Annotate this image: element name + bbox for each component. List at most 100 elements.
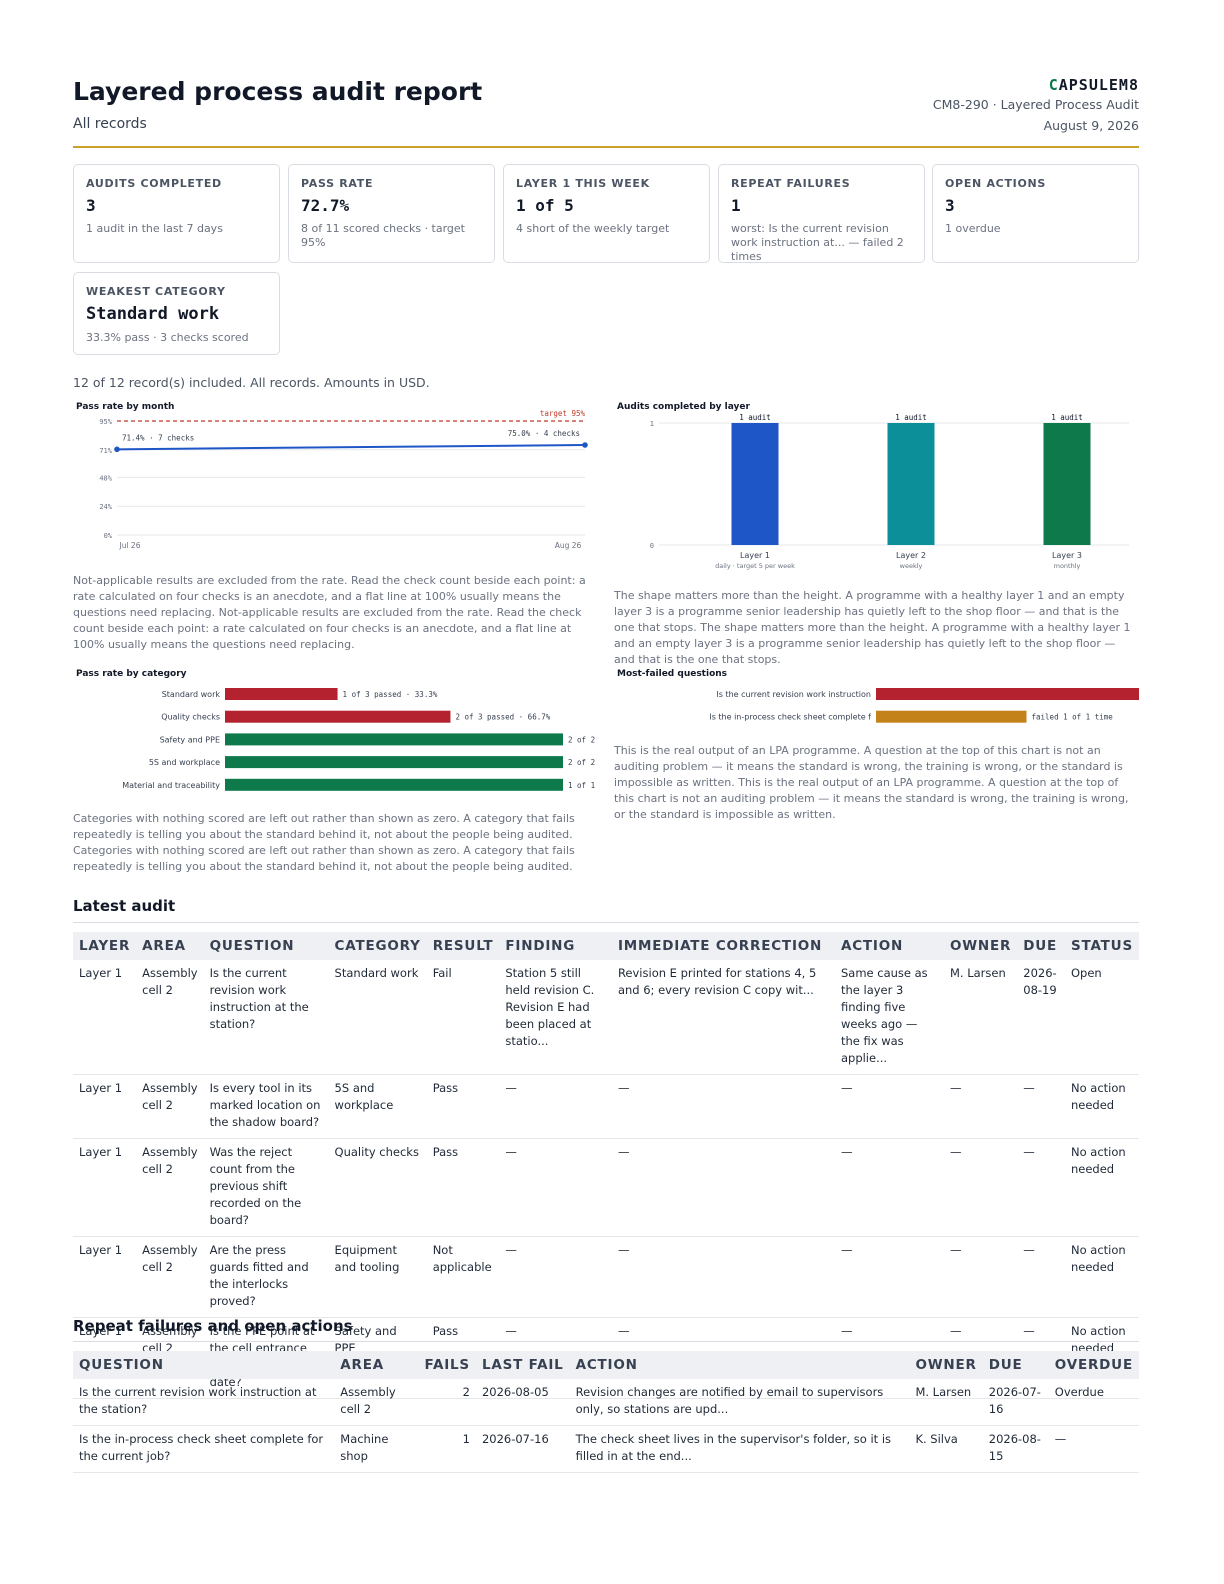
- question-bar: [876, 688, 1139, 700]
- table-cell: K. Silva: [909, 1425, 983, 1473]
- kpi-card-audits-completed: AUDITS COMPLETED 3 1 audit in the last 7…: [73, 164, 280, 263]
- question-bar: [876, 710, 1027, 723]
- column-header: AREA: [334, 1351, 419, 1379]
- table-cell: Machine shop: [334, 1425, 419, 1473]
- table-cell: 2: [418, 1379, 476, 1426]
- table-cell: Not applicable: [426, 1236, 500, 1318]
- kpi-value: 72.7%: [301, 196, 350, 215]
- table-cell: —: [1017, 1074, 1065, 1139]
- table-cell: Equipment and tooling: [328, 1236, 427, 1318]
- table-cell: M. Larsen: [909, 1379, 983, 1426]
- column-header: OWNER: [909, 1351, 983, 1379]
- section-divider: [73, 1341, 1139, 1342]
- table-cell: —: [611, 1074, 835, 1139]
- chart-title-questions: Most-failed questions: [617, 669, 728, 679]
- bar-value-label: 1 of 1: [568, 781, 595, 790]
- report-header: Layered process audit report All records…: [73, 74, 1139, 148]
- chart-note-month: Not-applicable results are excluded from…: [73, 574, 586, 651]
- table-cell: Layer 1: [73, 960, 137, 1075]
- table-cell: Is every tool in its marked location on …: [203, 1074, 329, 1139]
- bar-value-label: 2 of 2: [568, 735, 595, 744]
- table-row: Is the in-process check sheet complete f…: [73, 1425, 1139, 1473]
- column-header: RESULT: [426, 932, 500, 960]
- table-cell: 5S and workplace: [328, 1074, 427, 1139]
- bar-value-label: 2 of 2: [568, 758, 595, 767]
- y-tick-label: 0%: [104, 532, 113, 540]
- table-cell: The check sheet lives in the supervisor'…: [569, 1425, 910, 1473]
- column-header: ACTION: [569, 1351, 910, 1379]
- data-point: [114, 446, 120, 453]
- table-cell: Assembly cell 2: [334, 1379, 419, 1426]
- table-header-row: LAYER AREA QUESTION CATEGORY RESULT FINDING IM…: [73, 932, 1139, 960]
- chart-title-layer: Audits completed by layer: [617, 402, 750, 412]
- latest-audit-title: Latest audit: [73, 897, 176, 915]
- table-cell: 2026-08-19: [1017, 960, 1065, 1075]
- table-cell: Assembly cell 2: [136, 1138, 204, 1237]
- table-cell: 2026-08-15: [982, 1425, 1049, 1473]
- kpi-card-open-actions: OPEN ACTIONS 3 1 overdue: [932, 164, 1139, 263]
- column-header: STATUS: [1064, 932, 1139, 960]
- table-cell: Was the reject count from the previous s…: [203, 1138, 329, 1237]
- table-cell: —: [943, 1236, 1018, 1318]
- table-cell: Layer 1: [73, 1074, 137, 1139]
- column-header: LAYER: [73, 932, 137, 960]
- table-cell: Quality checks: [328, 1138, 427, 1237]
- header-meta: CAPSULEM8 CM8-290 · Layered Process Audi…: [933, 76, 1139, 136]
- table-cell: Layer 1: [73, 1138, 137, 1237]
- kpi-note: worst: Is the current revision work inst…: [731, 222, 904, 263]
- table-cell: 1: [418, 1425, 476, 1473]
- section-divider: [73, 922, 1139, 923]
- category-bar: [225, 710, 451, 723]
- kpi-label: REPEAT FAILURES: [731, 177, 851, 190]
- column-header: ACTION: [834, 932, 944, 960]
- category-bar: [225, 756, 563, 769]
- column-header: IMMEDIATE CORRECTION: [611, 932, 835, 960]
- category-bar: [225, 778, 563, 791]
- question-label: Is the in-process check sheet complete f: [709, 713, 871, 722]
- y-tick-label: 0: [650, 542, 654, 550]
- column-header: DUE: [982, 1351, 1049, 1379]
- table-cell: Same cause as the layer 3 finding five w…: [834, 960, 944, 1075]
- column-header: OWNER: [943, 932, 1018, 960]
- bar-layer-2: [887, 423, 935, 545]
- column-header: CATEGORY: [328, 932, 427, 960]
- pass-rate-by-month-chart: 95% 71% 48% 24% 0% target 95% 71.4% · 7 checks…: [99, 409, 588, 550]
- table-cell: Is the in-process check sheet complete f…: [73, 1425, 335, 1473]
- table-cell: —: [611, 1138, 835, 1237]
- chart-title-month: Pass rate by month: [76, 402, 175, 412]
- table-cell: —: [943, 1138, 1018, 1237]
- table-cell: —: [943, 1074, 1018, 1139]
- column-header: LAST FAIL: [475, 1351, 570, 1379]
- kpi-value: 1 of 5: [516, 196, 574, 215]
- table-cell: No action needed: [1064, 1138, 1139, 1237]
- audits-by-layer-chart: 1 0 1 audit Layer 1 daily · target 5 per wee…: [650, 413, 1129, 570]
- column-header: QUESTION: [73, 1351, 335, 1379]
- repeat-failures-table: QUESTION AREA FAILS LAST FAIL ACTION OWNER DUE…: [73, 1351, 1139, 1473]
- column-header: OVERDUE: [1048, 1351, 1139, 1379]
- bar-value-label: 1 audit: [895, 413, 927, 422]
- x-tick-label: Layer 2: [896, 551, 926, 560]
- table-row: Layer 1 Assembly cell 2 Are the press guar…: [73, 1236, 1139, 1318]
- category-label: Quality checks: [161, 713, 220, 722]
- table-cell: —: [1048, 1425, 1139, 1473]
- brand-logo: CAPSULEM8: [933, 76, 1139, 94]
- category-label: 5S and workplace: [149, 758, 220, 767]
- report-reference: CM8-290 · Layered Process Audit: [932, 97, 1139, 112]
- x-tick-label: Aug 26: [555, 541, 582, 550]
- table-row: Is the current revision work instruction…: [73, 1379, 1139, 1426]
- table-cell: Pass: [426, 1074, 500, 1139]
- table-cell: —: [834, 1138, 944, 1237]
- y-tick-label: 95%: [99, 418, 112, 426]
- kpi-value: 1: [731, 196, 741, 215]
- kpi-card-weakest-category: WEAKEST CATEGORY Standard work 33.3% pas…: [73, 272, 280, 355]
- kpi-label: OPEN ACTIONS: [945, 177, 1047, 190]
- bar-value-label: 1 of 3 passed · 33.3%: [343, 690, 438, 699]
- table-cell: Is the current revision work instruction…: [73, 1379, 335, 1426]
- x-tick-label: Jul 26: [119, 541, 141, 550]
- table-cell: 2026-08-05: [475, 1379, 570, 1426]
- kpi-card-pass-rate: PASS RATE 72.7% 8 of 11 scored checks · …: [288, 164, 495, 263]
- kpi-card-repeat-failures: REPEAT FAILURES 1 worst: Is the current …: [718, 164, 925, 263]
- table-cell: No action needed: [1064, 1074, 1139, 1139]
- brand-name: APSULEM8: [1058, 76, 1139, 94]
- kpi-note: 1 overdue: [945, 222, 1001, 235]
